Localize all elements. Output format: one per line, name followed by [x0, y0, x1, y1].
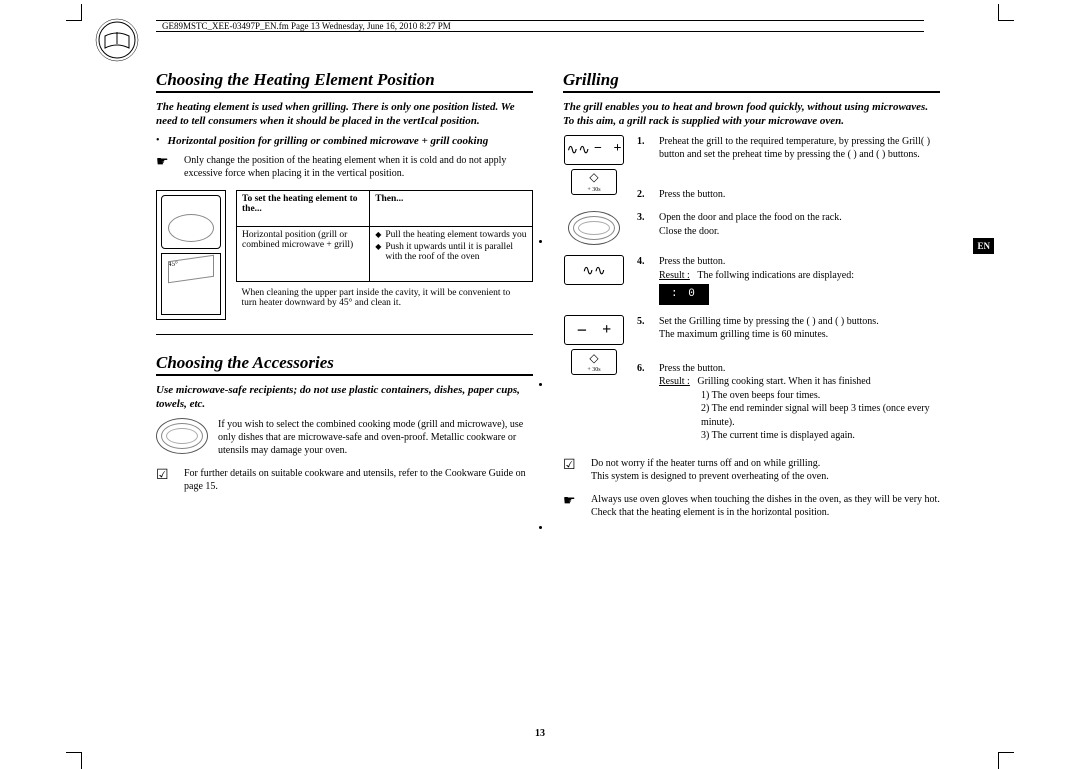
result-label-6: Result : — [659, 376, 690, 387]
section-title-accessories: Choosing the Accessories — [156, 353, 533, 376]
language-tab: EN — [973, 238, 994, 254]
step-6-text-a: Press the button. — [659, 362, 940, 376]
step-4-text-b: The follwing indications are displayed: — [697, 270, 854, 281]
header-text: GE89MSTC_XEE-03497P_EN.fm Page 13 Wednes… — [162, 21, 451, 31]
header-book-icon — [95, 18, 139, 62]
heating-bullet: • Horizontal position for grilling or co… — [156, 135, 533, 149]
checkbox-icon: ☑ — [156, 467, 176, 493]
rack-diagram — [156, 418, 208, 454]
step-5-text-b: The maximum grilling time is 60 minutes. — [659, 328, 940, 342]
step-number-3: 3. — [637, 211, 651, 245]
accessories-row: If you wish to select the combined cooki… — [156, 418, 533, 457]
then-item-2: Push it upwards until it is parallel wit… — [385, 242, 527, 262]
grilling-note-1b: This system is designed to prevent overh… — [591, 470, 829, 483]
grilling-note-1a: Do not worry if the heater turns off and… — [591, 457, 829, 470]
heating-table: To set the heating element to the... The… — [236, 190, 533, 320]
rack-diagram-small — [568, 211, 620, 245]
microwave-diagram — [156, 190, 226, 320]
page-content: Choosing the Heating Element Position Th… — [156, 70, 940, 723]
section-title-grilling: Grilling — [563, 70, 940, 93]
header-filename: GE89MSTC_XEE-03497P_EN.fm Page 13 Wednes… — [156, 20, 924, 32]
heating-bullet-text: Horizontal position for grilling or comb… — [168, 135, 489, 149]
step-2-text: Press the button. — [659, 188, 725, 202]
step-3-icons — [563, 211, 625, 245]
accessories-text: If you wish to select the combined cooki… — [218, 418, 533, 457]
step-1-text: Preheat the grill to the required temper… — [659, 135, 940, 162]
step-3-text-a: Open the door and place the food on the … — [659, 211, 940, 225]
bullet-dot-icon: • — [156, 135, 160, 149]
checkbox-icon: ☑ — [563, 457, 583, 483]
step-6-text-c: 1) The oven beeps four times. — [659, 389, 940, 403]
right-column: Grilling The grill enables you to heat a… — [563, 70, 940, 723]
then-item-1: Pull the heating element towards you — [385, 230, 526, 240]
grilling-intro: The grill enables you to heat and brown … — [563, 101, 940, 129]
step-number-2: 2. — [637, 188, 651, 202]
diamond-icon: ◆ — [375, 242, 381, 262]
section-divider — [156, 334, 533, 335]
grill-button-icon: ∿∿− + — [564, 135, 624, 165]
crop-mark-bl — [66, 753, 82, 769]
table-header-2: Then... — [370, 191, 533, 227]
grilling-note-2: ☛ Always use oven gloves when touching t… — [563, 493, 940, 519]
step-3-text-b: Close the door. — [659, 225, 940, 239]
minus-plus-button-icon: − + — [564, 315, 624, 345]
page-number: 13 — [535, 728, 545, 739]
step-4-icons: ∿∿ — [563, 255, 625, 305]
accessories-note: ☑ For further details on suitable cookwa… — [156, 467, 533, 493]
table-footer: When cleaning the upper part inside the … — [237, 281, 533, 320]
step-4: ∿∿ 4. Press the button. Result : The fol… — [563, 255, 940, 305]
step-6-text-b: Grilling cooking start. When it has fini… — [697, 376, 870, 387]
step-6-text-d: 2) The end reminder signal will beep 3 t… — [659, 402, 940, 429]
heating-intro: The heating element is used when grillin… — [156, 101, 533, 129]
diamond-icon: ◆ — [375, 230, 381, 240]
grilling-note-1: ☑ Do not worry if the heater turns off a… — [563, 457, 940, 483]
start-30s-button-icon: ◇+ 30s — [571, 169, 617, 195]
grill-button-icon-2: ∿∿ — [564, 255, 624, 285]
accessories-note-text: For further details on suitable cookware… — [184, 467, 533, 493]
table-cell-then: ◆Pull the heating element towards you ◆P… — [370, 227, 533, 281]
result-label-4: Result : — [659, 270, 690, 281]
section-title-heating: Choosing the Heating Element Position — [156, 70, 533, 93]
table-header-1: To set the heating element to the... — [237, 191, 370, 227]
display-readout: : 0 — [659, 284, 709, 305]
heating-note-text: Only change the position of the heating … — [184, 154, 533, 180]
left-column: Choosing the Heating Element Position Th… — [156, 70, 533, 723]
crop-mark-br — [998, 753, 1014, 769]
step-1-icons: ∿∿− + ◇+ 30s — [563, 135, 625, 202]
step-1: ∿∿− + ◇+ 30s 1. Preheat the grill to the… — [563, 135, 940, 202]
step-5-text-a: Set the Grilling time by pressing the ( … — [659, 315, 940, 329]
start-30s-button-icon-2: ◇+ 30s — [571, 349, 617, 375]
pointing-hand-icon: ☛ — [563, 493, 583, 519]
step-5: − + ◇+ 30s 5. Set the Grilling time by p… — [563, 315, 940, 443]
step-5-icons: − + ◇+ 30s — [563, 315, 625, 443]
step-3: 3. Open the door and place the food on t… — [563, 211, 940, 245]
step-number-4: 4. — [637, 255, 651, 305]
crop-mark-tl — [66, 4, 82, 20]
heating-note: ☛ Only change the position of the heatin… — [156, 154, 533, 180]
heating-table-row: To set the heating element to the... The… — [156, 190, 533, 320]
pointing-hand-icon: ☛ — [156, 154, 176, 180]
step-number-6: 6. — [637, 362, 651, 443]
table-cell-pos: Horizontal position (grill or combined m… — [237, 227, 370, 281]
grilling-note-2b: Check that the heating element is in the… — [591, 506, 940, 519]
step-6-text-e: 3) The current time is displayed again. — [659, 429, 940, 443]
accessories-intro: Use microwave-safe recipients; do not us… — [156, 384, 533, 412]
step-4-text-a: Press the button. — [659, 255, 940, 269]
grilling-note-2a: Always use oven gloves when touching the… — [591, 493, 940, 506]
crop-mark-tr — [998, 4, 1014, 20]
